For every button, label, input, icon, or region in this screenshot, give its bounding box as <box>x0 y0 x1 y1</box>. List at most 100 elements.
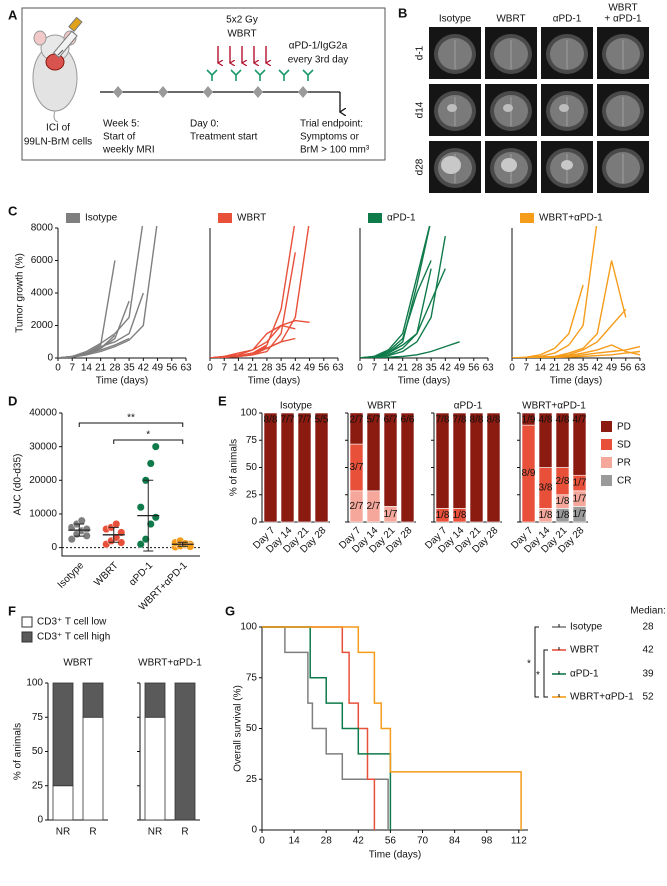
bar-segment <box>486 412 501 523</box>
y-tick-label: 100 <box>26 678 43 689</box>
data-point <box>112 519 121 529</box>
y-axis-label: % of animals <box>229 439 240 496</box>
x-tick-label: NR <box>56 827 70 838</box>
bar-segment <box>297 412 312 523</box>
diamond <box>298 86 308 98</box>
legend-label: WBRT+αPD-1 <box>570 692 634 703</box>
value-label: 3/8 <box>539 483 553 494</box>
growth-line <box>58 226 144 358</box>
y-tick-label: 2000 <box>31 320 54 331</box>
bar-segment <box>521 412 536 426</box>
x-tick-label: NR <box>148 827 162 838</box>
value-label: 2/7 <box>350 415 364 426</box>
x-tick-label: 49 <box>606 363 618 374</box>
data-point <box>146 459 155 468</box>
bar-segment <box>538 412 553 468</box>
y-tick-label: 25 <box>246 774 258 785</box>
median-value: 28 <box>642 622 654 633</box>
legend-label: αPD-1 <box>387 213 416 224</box>
y-tick-label: 100 <box>240 622 257 633</box>
x-tick-label: 28 <box>321 836 333 847</box>
x-tick-label: 28 <box>109 363 121 374</box>
x-tick-label: 42 <box>353 836 365 847</box>
x-tick-label: Isotype <box>56 560 87 591</box>
mri-row-label: d14 <box>415 101 426 118</box>
data-point <box>151 442 160 451</box>
x-tick-label: 7 <box>523 363 529 374</box>
schematic-text: Week 5: <box>103 119 140 130</box>
diamond <box>113 86 123 98</box>
schematic-text: weekly MRI <box>102 145 155 156</box>
significance-bracket <box>543 649 548 698</box>
x-tick-label: 56 <box>318 363 330 374</box>
x-tick-label: 28 <box>411 363 423 374</box>
value-label: 1/8 <box>453 510 467 521</box>
mri-column-label: αPD-1 <box>553 14 582 25</box>
significance-bracket <box>534 626 539 698</box>
error-bar <box>143 479 154 552</box>
value-label: 3/7 <box>350 462 364 473</box>
diamond <box>253 86 263 98</box>
legend-label: PD <box>617 422 631 433</box>
value-label: 1/8 <box>436 510 450 521</box>
legend-label: Isotype <box>570 622 603 633</box>
needle <box>57 49 64 56</box>
growth-line <box>360 260 432 358</box>
y-axis-label: Overall survival (%) <box>233 685 244 772</box>
bar-segment <box>400 412 415 523</box>
bar-segment <box>314 412 329 523</box>
panel-title: WBRT+αPD-1 <box>522 401 586 412</box>
antibody <box>254 69 266 81</box>
panel-label: A <box>8 7 18 22</box>
antibody <box>302 69 314 81</box>
y-tick-label: 20000 <box>29 475 57 486</box>
x-tick-label: 35 <box>276 363 288 374</box>
panel-title: αPD-1 <box>454 401 483 412</box>
growth-line <box>210 345 268 358</box>
x-tick-label: 7 <box>221 363 227 374</box>
bar-segment <box>435 412 450 509</box>
value-label: 4/8 <box>539 415 553 426</box>
legend-swatch <box>601 439 612 450</box>
y-tick-label: 4000 <box>31 288 54 299</box>
data-point <box>112 533 121 542</box>
y-tick-label: 8000 <box>31 223 54 234</box>
legend-swatch <box>368 213 382 223</box>
x-tick-label: 0 <box>259 836 265 847</box>
y-tick-label: 0 <box>47 353 53 364</box>
mri-tumor <box>503 104 513 112</box>
bar-segment <box>52 682 74 787</box>
significance-bracket <box>78 422 184 427</box>
bar-segment <box>263 412 278 523</box>
data-point <box>136 503 145 512</box>
schematic-text: Trial endpoint: <box>300 119 363 130</box>
bar-segment <box>555 412 570 468</box>
panel-label: C <box>8 203 18 218</box>
value-label: 1/8 <box>556 496 570 507</box>
bar-segment <box>52 785 74 821</box>
x-tick-label: R <box>181 827 188 838</box>
bar-segment <box>174 682 196 821</box>
bar-segment <box>366 412 381 492</box>
y-axis-label: AUC (d0-d35) <box>13 454 24 516</box>
median-value: 42 <box>642 645 654 656</box>
value-label: 7/8 <box>436 415 450 426</box>
error-bar <box>74 523 85 537</box>
growth-line <box>512 260 627 358</box>
y-tick-label: 0 <box>251 517 257 528</box>
mri-row-label: d28 <box>415 158 426 175</box>
value-label: 4/7 <box>573 415 587 426</box>
bar-segment <box>82 716 104 821</box>
x-tick-label: 49 <box>454 363 466 374</box>
schematic-text: 5x2 Gy <box>226 15 258 26</box>
y-tick-label: 75 <box>246 435 258 446</box>
x-tick-label: 42 <box>592 363 604 374</box>
x-tick-label: 35 <box>124 363 136 374</box>
x-axis-label: Time (days) <box>550 376 602 387</box>
y-tick-label: 0 <box>37 815 43 826</box>
y-tick-label: 50 <box>246 462 258 473</box>
y-tick-label: 75 <box>246 672 258 683</box>
legend-swatch <box>66 213 80 223</box>
data-point <box>151 513 160 522</box>
median-title: Median: <box>630 606 666 617</box>
